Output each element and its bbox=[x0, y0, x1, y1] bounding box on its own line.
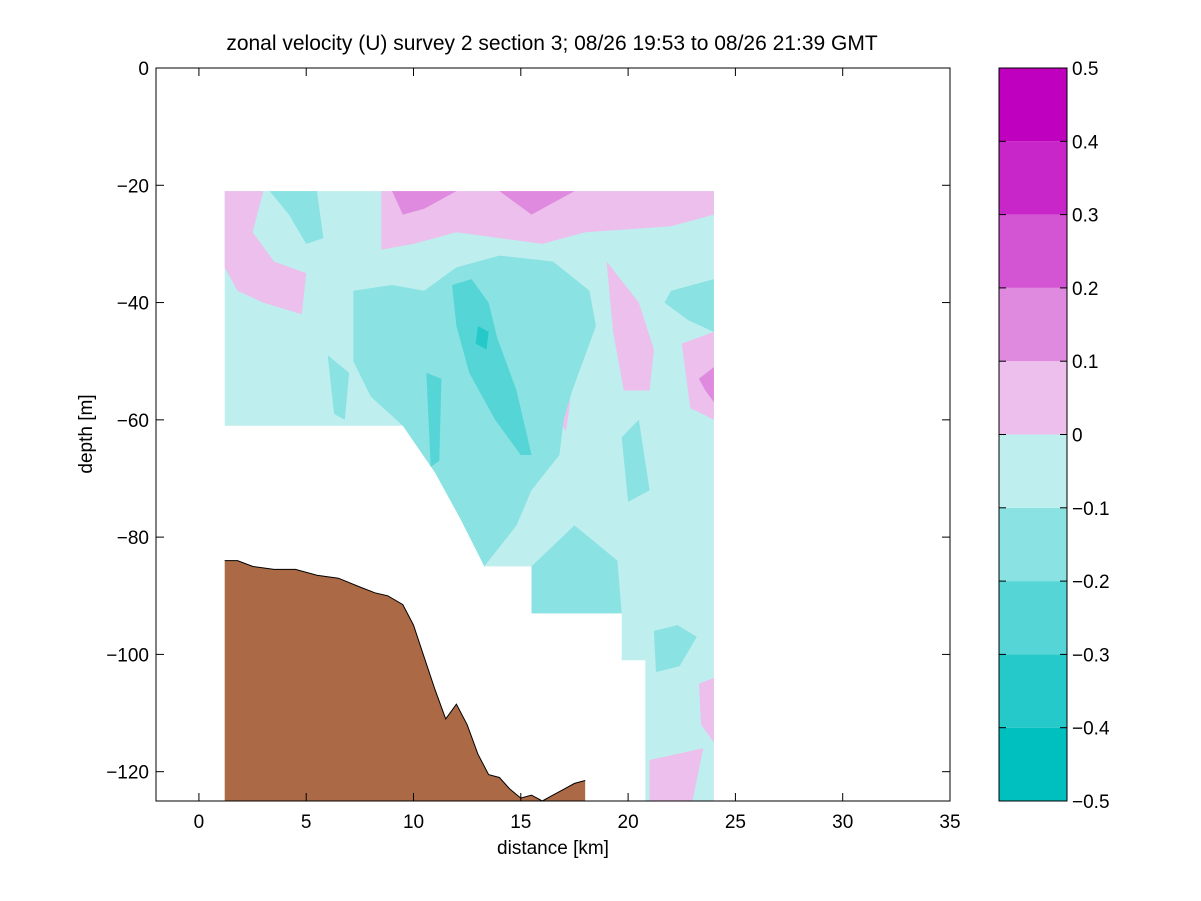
colorbar-tick-label: 0.3 bbox=[1072, 206, 1098, 227]
contour-patch bbox=[475, 326, 489, 350]
colorbar-tick-label: 0 bbox=[1072, 426, 1083, 447]
x-tick-label: 20 bbox=[618, 812, 639, 833]
colorbar-tick-label: 0.4 bbox=[1072, 132, 1099, 153]
colorbar-tick-label: −0.4 bbox=[1072, 719, 1110, 740]
bathymetry-outline bbox=[224, 560, 586, 802]
colorbar-swatch bbox=[999, 287, 1067, 362]
colorbar-swatch bbox=[999, 507, 1067, 582]
plot-area: 0 5 10 15 20 25 30 35 0 −20 −40 −60 −80 −100 −120 bbox=[106, 59, 960, 833]
y-tick-label: −20 bbox=[117, 176, 149, 197]
contour-patch bbox=[531, 525, 622, 614]
contour-patch bbox=[452, 279, 532, 455]
y-axis: 0 −20 −40 −60 −80 −100 −120 bbox=[106, 59, 950, 784]
contour-patch bbox=[698, 367, 714, 403]
bathymetry bbox=[224, 560, 586, 801]
colorbar-swatch bbox=[999, 434, 1067, 508]
x-axis-label: distance [km] bbox=[497, 838, 609, 859]
x-axis: 0 5 10 15 20 25 30 35 bbox=[194, 68, 961, 833]
colorbar-swatch bbox=[999, 68, 1067, 142]
x-tick-label: 30 bbox=[832, 812, 853, 833]
plot-frame bbox=[155, 67, 951, 802]
x-tick-label: 10 bbox=[403, 812, 424, 833]
colorbar-swatch bbox=[999, 654, 1067, 728]
chart-title: zonal velocity (U) survey 2 section 3; 0… bbox=[226, 32, 878, 55]
x-tick-label: 35 bbox=[939, 812, 960, 833]
colorbar-swatch bbox=[999, 214, 1067, 288]
y-axis-label: depth [m] bbox=[76, 394, 97, 473]
contour-patch bbox=[499, 191, 575, 215]
colorbar-swatch bbox=[999, 581, 1067, 655]
y-tick-label: −100 bbox=[106, 645, 149, 666]
contour-patch bbox=[606, 261, 654, 391]
colorbar-swatch bbox=[999, 141, 1067, 215]
y-tick-label: −40 bbox=[117, 294, 149, 315]
y-tick-label: −120 bbox=[106, 763, 149, 784]
contour-patch bbox=[698, 677, 714, 743]
colorbar-swatch bbox=[999, 727, 1067, 801]
x-tick-label: 0 bbox=[194, 812, 205, 833]
contour-patch bbox=[664, 279, 714, 332]
x-tick-label: 15 bbox=[510, 812, 531, 833]
colorbar-tick-label: 0.2 bbox=[1072, 279, 1098, 300]
colorbar-tick-label: −0.5 bbox=[1072, 792, 1110, 813]
contour-patch bbox=[426, 372, 442, 467]
contour-fills bbox=[224, 191, 714, 802]
contour-patch bbox=[649, 748, 704, 801]
contour-patch bbox=[653, 625, 697, 672]
contour-patch bbox=[681, 331, 714, 420]
y-tick-label: −60 bbox=[117, 411, 149, 432]
y-tick-label: −80 bbox=[117, 528, 149, 549]
colorbar-tick-label: −0.3 bbox=[1072, 645, 1110, 666]
bathymetry-layer bbox=[224, 560, 586, 802]
contour-patch bbox=[224, 191, 307, 315]
contour-patch bbox=[327, 355, 350, 420]
y-tick-label: 0 bbox=[138, 59, 149, 80]
colorbar-tick-label: 0.1 bbox=[1072, 352, 1098, 373]
colorbar: 0.5 0.4 0.3 0.2 0.1 0 −0.1 −0.2 −0.3 −0.4 −0.5 bbox=[998, 59, 1110, 813]
x-tick-label: 25 bbox=[725, 812, 746, 833]
colorbar-tick-label: −0.1 bbox=[1072, 499, 1110, 520]
x-tick-label: 5 bbox=[301, 812, 312, 833]
colorbar-tick-label: −0.2 bbox=[1072, 572, 1110, 593]
colorbar-tick-label: 0.5 bbox=[1072, 59, 1098, 80]
contour-patch bbox=[381, 191, 714, 250]
colorbar-swatch bbox=[999, 361, 1067, 435]
contour-patch bbox=[392, 191, 457, 215]
contour-patch bbox=[621, 419, 650, 502]
contour-patch bbox=[353, 255, 596, 567]
contour-patch bbox=[269, 191, 324, 244]
